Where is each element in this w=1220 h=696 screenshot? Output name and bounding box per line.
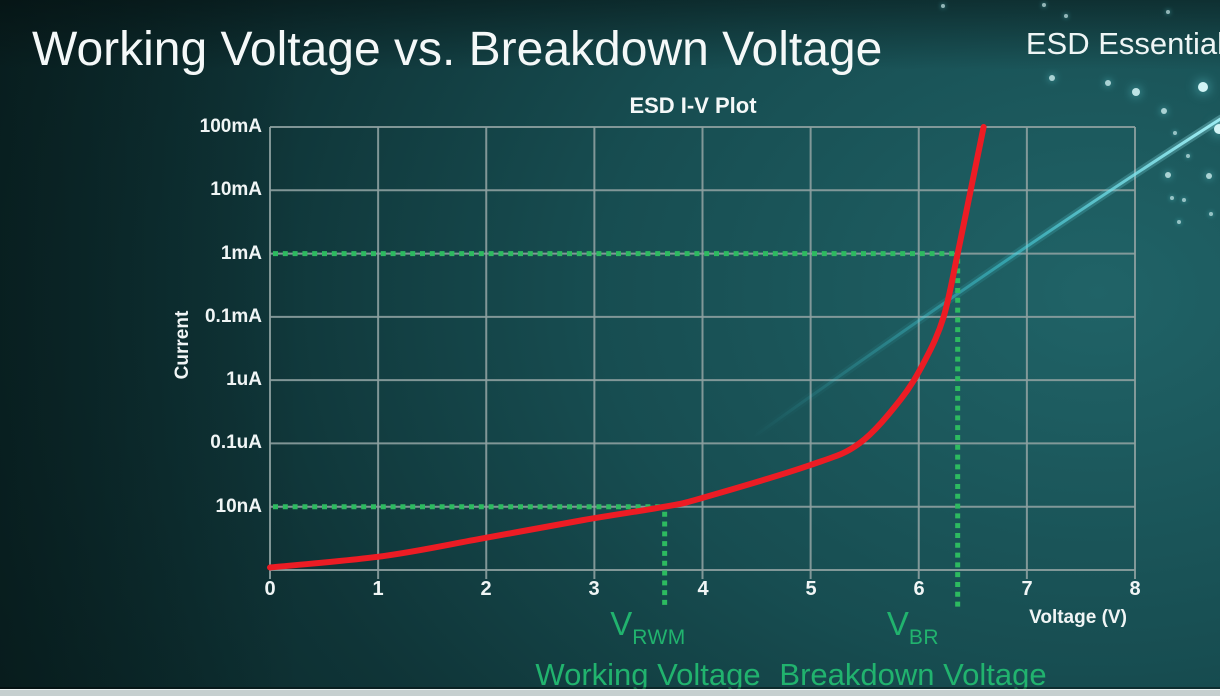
annotation-breakdown-voltage: VBR Breakdown Voltage	[733, 606, 1093, 692]
y-tick-label: 10nA	[215, 496, 262, 517]
brand-watermark: ESD Essential	[1025, 26, 1220, 61]
x-tick-label: 1	[372, 578, 384, 600]
y-axis-title: Current	[172, 310, 193, 380]
x-axis-title: Voltage (V)	[1029, 607, 1127, 628]
star-dot	[1182, 198, 1186, 202]
decorative-swoosh	[751, 117, 1220, 440]
y-tick-label: 1mA	[220, 243, 262, 264]
y-tick-label: 0.1mA	[204, 306, 262, 327]
star-dot	[1214, 124, 1220, 134]
x-tick-label: 8	[1129, 578, 1141, 600]
star-dot	[1166, 10, 1170, 14]
star-dot	[1165, 172, 1171, 178]
slide-title: Working Voltage vs. Breakdown Voltage	[32, 23, 883, 76]
chart-gridlines	[269, 126, 1136, 571]
star-dot	[1064, 14, 1068, 18]
star-dot	[1170, 196, 1174, 200]
annotation-symbol: VBR	[886, 605, 940, 650]
iv-curve	[267, 124, 987, 571]
star-dot	[1132, 88, 1140, 96]
star-dot	[941, 4, 945, 8]
y-tick-label: 0.1uA	[210, 432, 262, 453]
star-dot	[1161, 108, 1167, 114]
annotation-dotted-lines	[273, 251, 961, 608]
star-dot	[1049, 75, 1055, 81]
chart-title: ESD I-V Plot	[629, 93, 757, 118]
annotation-caption: Working Voltage	[535, 657, 761, 692]
star-dot	[1042, 3, 1046, 7]
y-tick-label: 1uA	[226, 369, 262, 390]
x-tick-label: 4	[697, 578, 709, 600]
y-tick-label: 10mA	[210, 179, 262, 200]
x-tick-label: 7	[1021, 578, 1033, 600]
star-dot	[1186, 154, 1190, 158]
star-dot	[1177, 220, 1181, 224]
bottom-edge-bar	[0, 689, 1220, 696]
x-tick-label: 0	[264, 578, 276, 600]
x-axis-tick-marks	[269, 570, 1136, 579]
x-tick-label: 5	[805, 578, 817, 600]
x-tick-label: 2	[480, 578, 492, 600]
x-tick-label: 6	[913, 578, 925, 600]
annotation-symbol: VRWM	[610, 605, 686, 650]
star-dot	[1105, 80, 1111, 86]
star-dot	[1173, 131, 1177, 135]
annotation-working-voltage: VRWM Working Voltage	[468, 606, 828, 692]
star-dot	[1206, 173, 1212, 179]
y-tick-label: 100mA	[199, 116, 262, 137]
star-dot	[1209, 212, 1213, 216]
x-tick-label: 3	[588, 578, 600, 600]
star-dot	[1198, 82, 1208, 92]
annotation-caption: Breakdown Voltage	[779, 657, 1047, 692]
